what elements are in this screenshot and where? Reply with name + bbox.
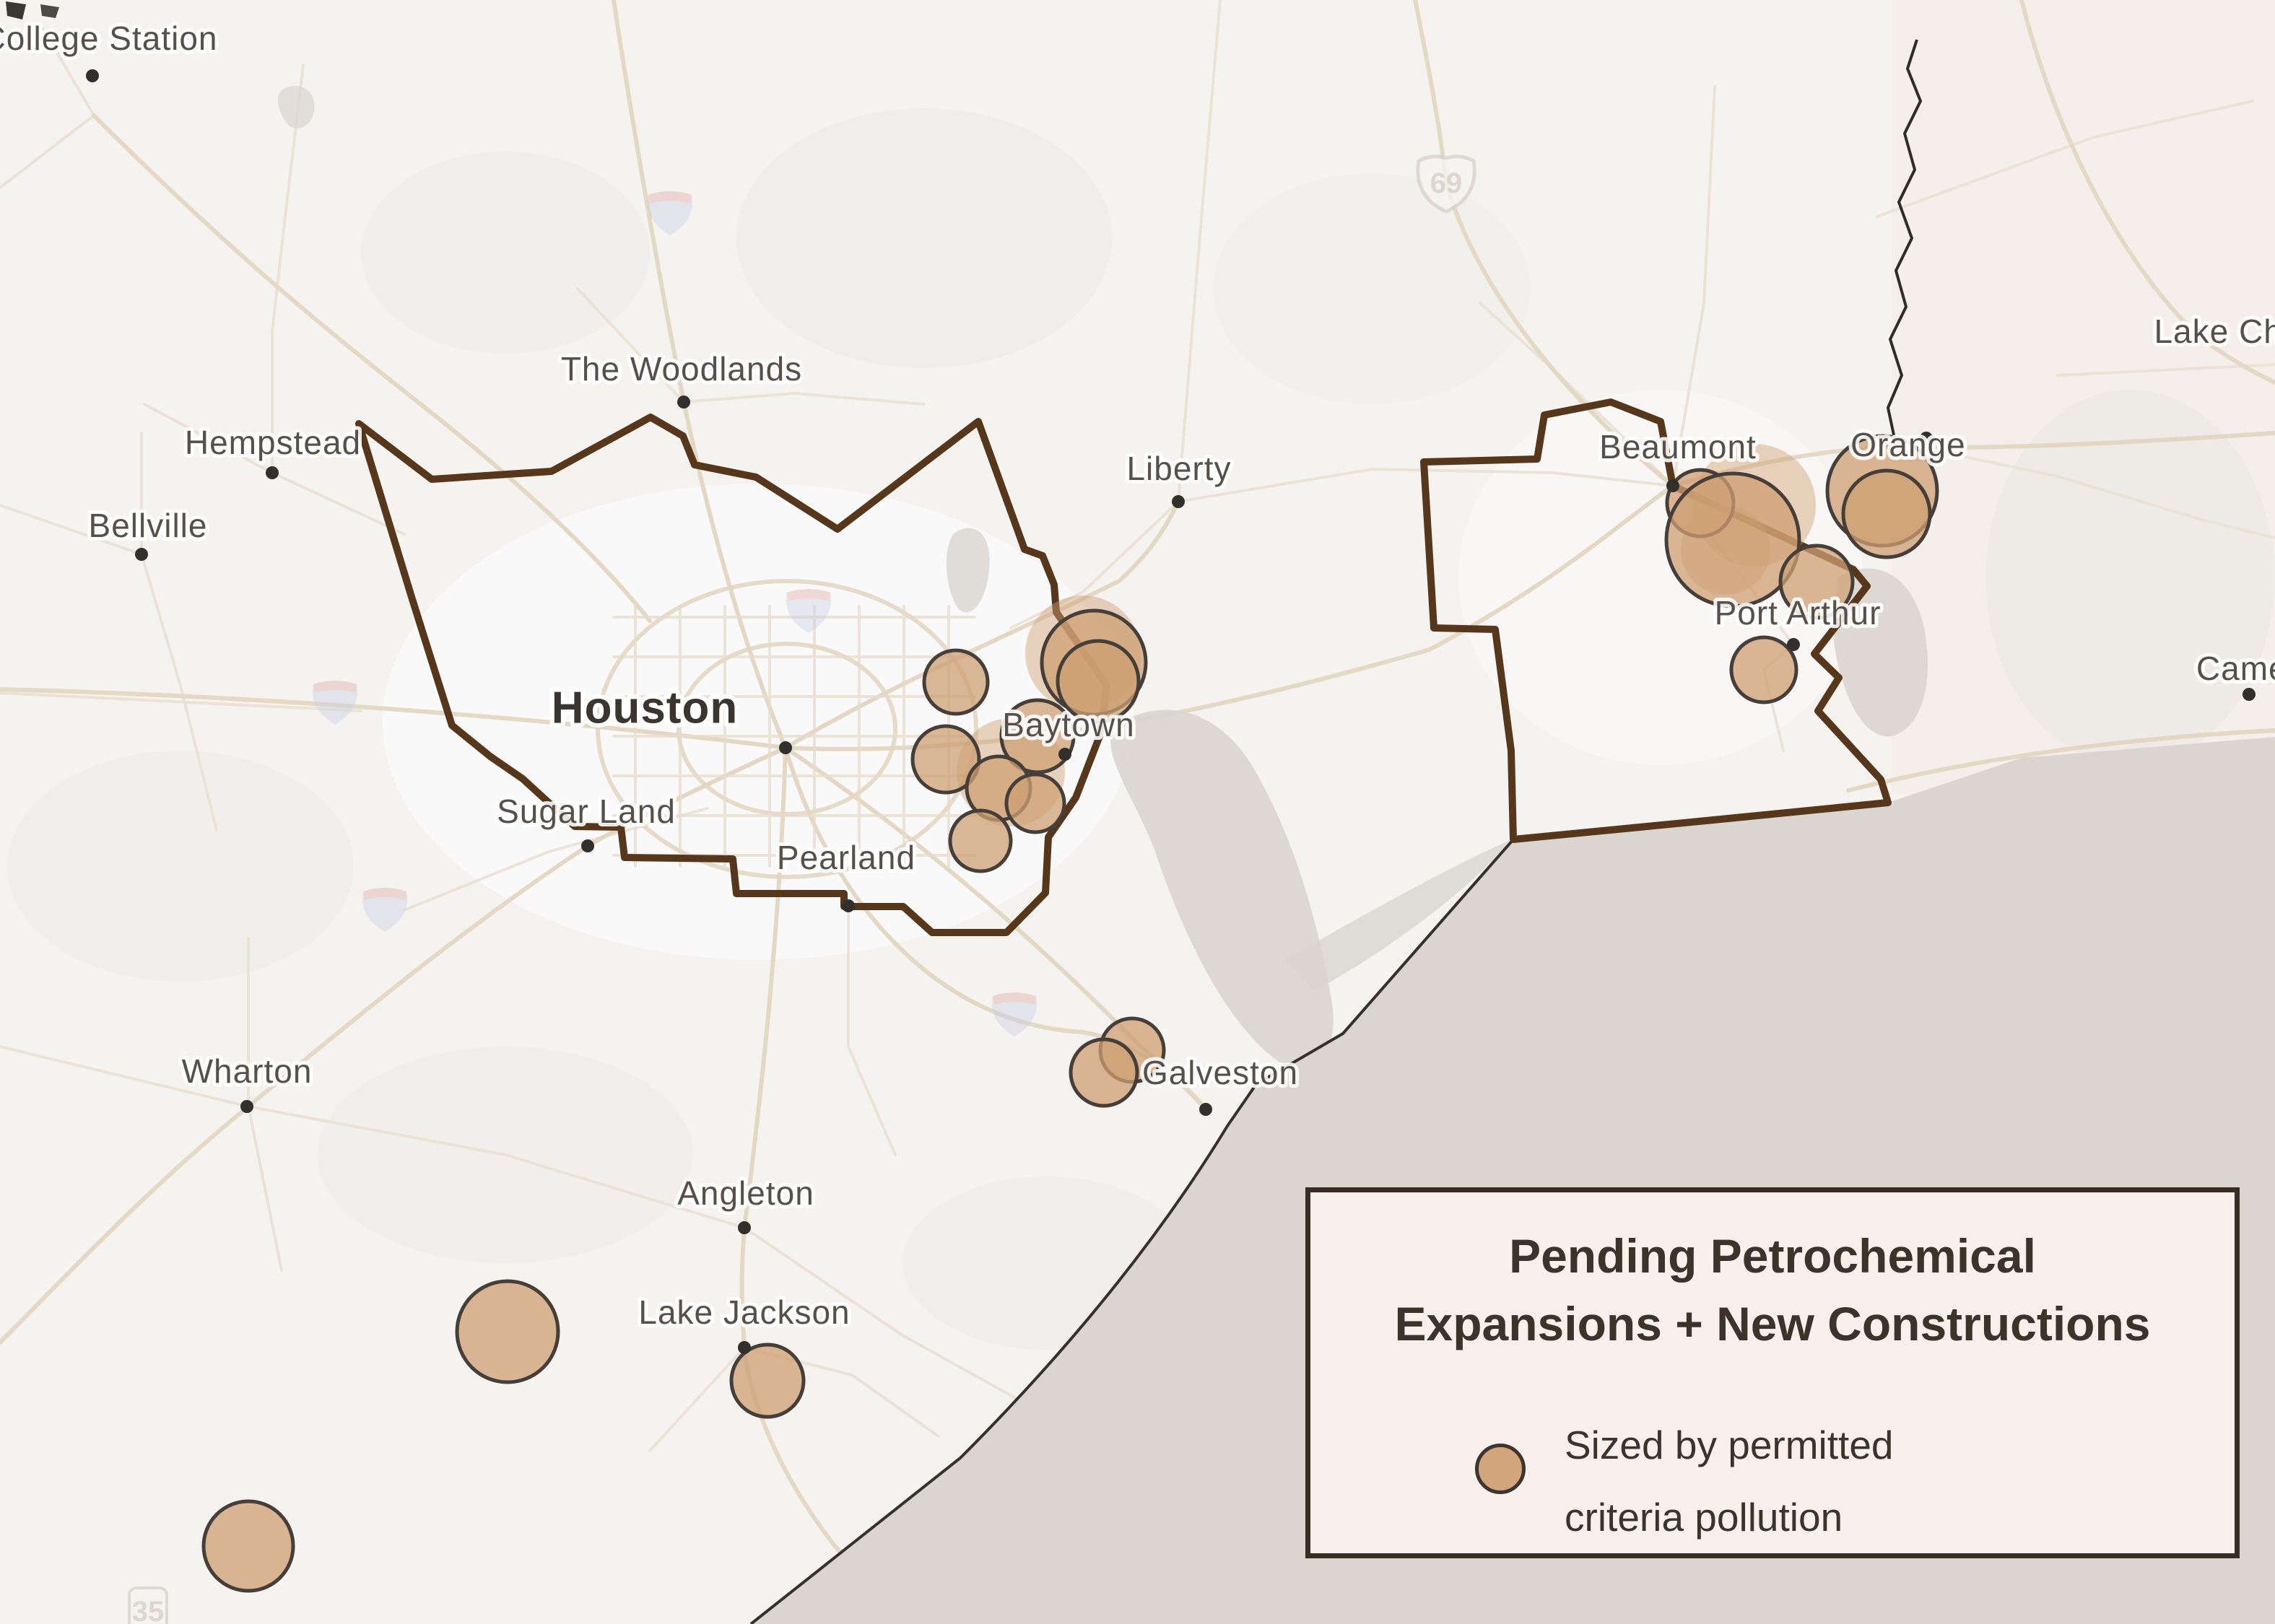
city-label: The Woodlands — [561, 350, 802, 388]
facility-circles — [201, 434, 1939, 1593]
road-network — [0, 0, 2275, 1568]
city-dot — [1199, 1103, 1212, 1116]
city-dot — [1787, 638, 1800, 651]
city-dot — [135, 548, 148, 561]
facility-circle — [1729, 635, 1798, 704]
city-dot — [677, 396, 690, 409]
shield-number: 69 — [1430, 167, 1463, 199]
shield-number: 35 — [132, 1596, 165, 1624]
highway-shields: 69 35 — [128, 154, 1476, 1624]
city-dots — [86, 69, 2256, 1354]
city-dot — [240, 1100, 253, 1113]
legend-title: Pending Petrochemical Expansions + New C… — [1310, 1223, 2235, 1358]
facility-circle — [729, 1343, 806, 1419]
galveston-bay — [1110, 710, 1334, 1069]
corner-artifact — [6, 1, 59, 19]
harris-county-boundary — [355, 414, 1110, 936]
interstate-shield-icon — [991, 992, 1038, 1036]
city-dot — [1172, 495, 1185, 508]
sabine-lake — [1834, 568, 1928, 737]
facility-circle — [922, 648, 990, 716]
interstate-shields — [312, 191, 1038, 1036]
terrain-patches — [7, 0, 2275, 1350]
city-dot — [738, 1341, 751, 1354]
legend-item-label: Sized by permitted criteria pollution — [1565, 1423, 1894, 1540]
city-label: Hempstead — [185, 424, 361, 461]
highway-shield-icon: 69 — [1416, 154, 1476, 214]
facility-circle — [999, 698, 1076, 774]
city-label: Cameron — [2196, 650, 2275, 687]
facility-circle — [1004, 772, 1066, 834]
facility-circle — [1841, 468, 1932, 559]
interstate-shield-icon — [647, 191, 693, 235]
east-bay — [1285, 841, 1509, 990]
interstate-shield-icon — [362, 888, 408, 932]
facility-circle — [1056, 639, 1141, 724]
city-dot — [2243, 688, 2256, 701]
small-lake — [277, 86, 315, 128]
city-label: Houston — [552, 683, 738, 733]
coastline — [749, 801, 1889, 1624]
interstate-shield-icon — [312, 681, 358, 725]
city-dot — [1920, 432, 1933, 445]
city-label: Port Arthur — [1715, 594, 1882, 632]
lake-houston — [946, 528, 990, 613]
facility-circle — [910, 724, 981, 795]
city-label: Lake Charles — [2154, 313, 2275, 350]
city-label: Wharton — [182, 1052, 313, 1090]
city-label: Galveston — [1142, 1054, 1298, 1091]
city-labels: College Station Hempstead Bellville The Woo… — [0, 16, 2275, 1335]
city-dot — [1666, 479, 1679, 492]
city-dot — [842, 899, 855, 912]
legend-title-line2: Expansions + New Constructions — [1394, 1296, 2151, 1350]
legend-panel: Pending Petrochemical Expansions + New C… — [1305, 1187, 2240, 1558]
city-label: Lake Jackson — [638, 1293, 850, 1331]
legend-title-line1: Pending Petrochemical — [1509, 1229, 2036, 1283]
city-dot — [1058, 748, 1071, 761]
facility-circle-icon — [1475, 1444, 1526, 1494]
facility-circle — [1778, 543, 1855, 620]
facility-circle — [455, 1279, 560, 1384]
city-label: Bellville — [89, 507, 208, 544]
city-dot — [86, 69, 99, 82]
facility-circle — [948, 808, 1013, 873]
city-label: Beaumont — [1599, 428, 1757, 466]
city-label: Baytown — [1002, 706, 1134, 743]
city-label: College Station — [0, 19, 217, 57]
highway-shield-icon: 35 — [128, 1586, 168, 1624]
city-label: Angleton — [677, 1174, 814, 1212]
facility-circle — [1069, 1037, 1139, 1108]
facility-circle — [201, 1499, 295, 1593]
city-label: Orange — [1850, 426, 1965, 463]
facility-circle — [1664, 471, 1801, 608]
city-label: Liberty — [1126, 450, 1231, 487]
interstate-shield-icon — [786, 589, 832, 633]
city-label: Pearland — [777, 839, 915, 876]
city-dot — [266, 466, 279, 479]
sabine-river — [1886, 39, 1923, 442]
city-dot — [738, 1221, 751, 1234]
city-dot — [779, 741, 792, 754]
city-label: Sugar Land — [497, 793, 676, 830]
city-dot — [581, 839, 594, 852]
